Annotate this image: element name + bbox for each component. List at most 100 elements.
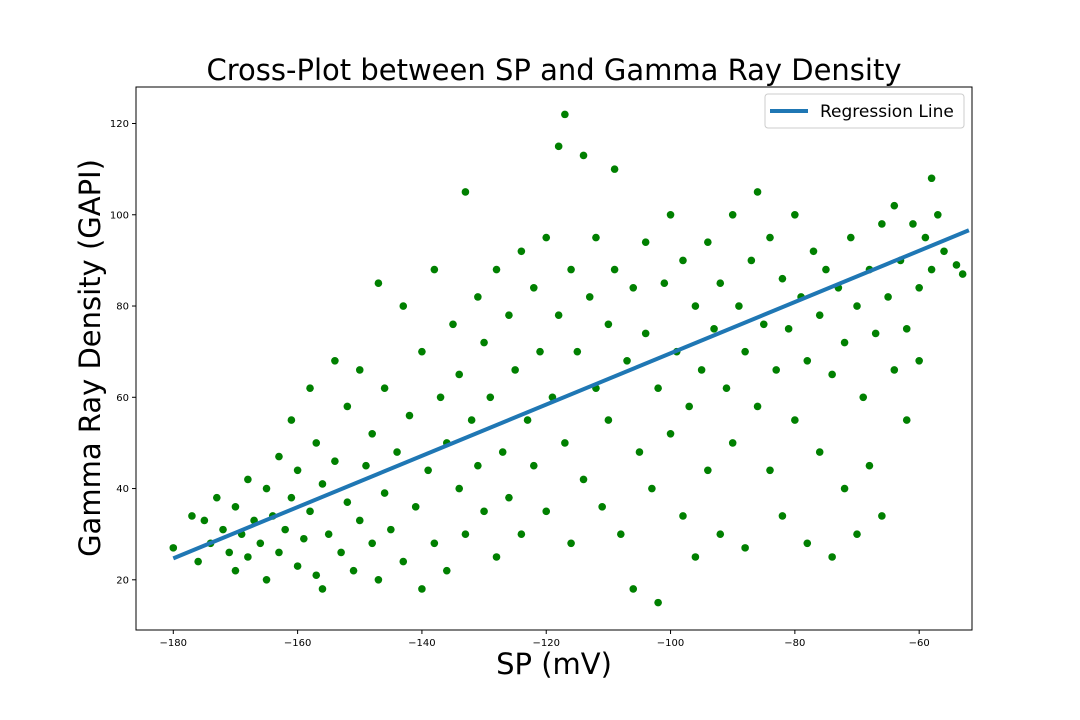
x-tick-label: −140: [408, 638, 435, 649]
scatter-point: [815, 448, 824, 456]
x-tick-label: −160: [284, 638, 311, 649]
scatter-point: [318, 480, 327, 488]
scatter-point: [585, 293, 594, 301]
scatter-point: [542, 233, 551, 242]
y-tick-label: 60: [116, 393, 129, 404]
scatter-point: [312, 571, 321, 580]
scatter-point: [511, 366, 519, 374]
y-tick-label: 40: [116, 484, 129, 495]
scatter-point: [778, 512, 787, 520]
scatter-point: [194, 557, 202, 566]
regression-layer: [172, 228, 970, 561]
legend-box: [764, 93, 965, 129]
scatter-point: [318, 585, 327, 593]
scatter-point: [604, 416, 613, 424]
x-tick-label: −120: [532, 638, 559, 649]
scatter-point: [803, 356, 812, 365]
legend-label: Regression Line: [820, 102, 954, 122]
scatter-point: [722, 384, 731, 392]
scatter-point: [275, 548, 283, 557]
scatter-point: [728, 210, 737, 219]
scatter-point: [666, 429, 675, 438]
scatter-point: [791, 210, 799, 219]
y-axis-label: Gamma Ray Density (GAPI): [73, 159, 107, 557]
scatter-point: [592, 233, 600, 242]
scatter-point: [517, 530, 526, 538]
scatter-point: [393, 448, 401, 456]
scatter-point: [567, 539, 575, 548]
scatter-point: [461, 188, 470, 196]
regression-line: [172, 228, 970, 561]
scatter-point: [505, 493, 513, 502]
plot-frame: [135, 86, 973, 631]
scatter-point: [809, 247, 818, 256]
scatter-point: [822, 265, 830, 274]
scatter-point: [368, 539, 376, 548]
x-tick-label: −80: [784, 638, 805, 649]
scatter-point: [281, 525, 289, 534]
x-tick-label: −60: [909, 638, 930, 649]
y-tick-label: 20: [116, 575, 129, 586]
scatter-point: [492, 265, 501, 274]
scatter-point: [778, 274, 787, 283]
y-tick-label: 100: [110, 210, 129, 221]
scatter-point: [536, 347, 544, 356]
scatter-point: [871, 329, 880, 338]
scatter-point: [293, 466, 302, 475]
scatter-layer: [169, 110, 967, 607]
scatter-point: [766, 466, 774, 475]
scatter-point: [704, 238, 712, 246]
scatter-point: [579, 151, 588, 160]
scatter-point: [704, 466, 712, 475]
scatter-point: [927, 174, 936, 183]
scatter-point: [231, 502, 240, 511]
scatter-point: [840, 338, 849, 347]
scatter-point: [884, 293, 892, 301]
scatter-point: [697, 366, 706, 374]
scatter-point: [902, 416, 911, 424]
scatter-point: [567, 265, 575, 274]
y-tick-label: 80: [116, 302, 129, 313]
scatter-point: [579, 475, 588, 484]
plot-area: [135, 86, 973, 631]
scatter-point: [380, 489, 389, 497]
scatter-point: [716, 530, 725, 538]
scatter-point: [418, 347, 426, 356]
scatter-point: [604, 320, 613, 329]
scatter-point: [380, 384, 389, 392]
scatter-point: [306, 507, 314, 516]
y-tick-label: 120: [110, 119, 129, 130]
scatter-point: [467, 416, 476, 424]
x-tick-label: −180: [160, 638, 187, 649]
scatter-point: [262, 576, 271, 584]
scatter-point: [815, 311, 824, 319]
scatter-point: [430, 265, 439, 274]
scatter-point: [940, 247, 948, 256]
scatter-point: [442, 566, 451, 575]
scatter-point: [554, 311, 563, 319]
scatter-point: [741, 544, 749, 552]
scatter-point: [542, 507, 551, 516]
scatter-point: [374, 279, 383, 288]
scatter-point: [374, 576, 383, 584]
scatter-point: [654, 598, 662, 607]
scatter-point: [449, 320, 457, 329]
scatter-point: [685, 402, 693, 411]
scatter-point: [312, 439, 321, 447]
scatter-point: [610, 265, 619, 274]
scatter-point: [853, 302, 861, 310]
scatter-point: [362, 461, 370, 470]
scatter-point: [641, 238, 650, 246]
scatter-point: [293, 562, 302, 570]
scatter-point: [934, 210, 942, 219]
scatter-point: [343, 402, 352, 411]
scatter-point: [461, 530, 470, 538]
scatter-point: [573, 347, 582, 356]
scatter-point: [915, 356, 923, 365]
scatter-point: [529, 283, 538, 292]
legend: Regression Line: [764, 93, 965, 129]
scatter-point: [424, 466, 432, 475]
scatter-point: [629, 585, 638, 593]
x-axis-label: SP (mV): [496, 647, 612, 681]
